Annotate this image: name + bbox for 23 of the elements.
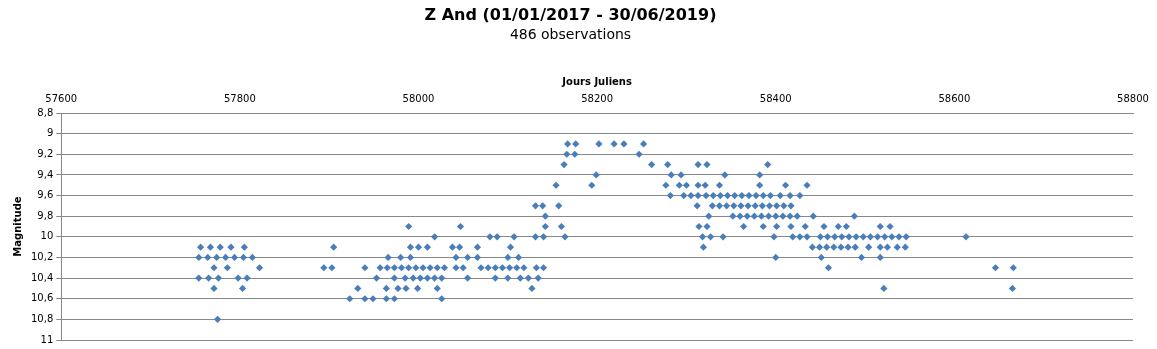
x-tick-label: 58600 [938,92,971,104]
y-tick-label: 9,6 [37,189,54,201]
y-tick-label: 9,2 [37,147,54,159]
x-tick-label: 58800 [1117,92,1149,104]
y-tick-label: 11 [40,333,54,345]
y-tick-label: 10,2 [31,251,54,263]
x-axis-title: Jours Juliens [561,75,632,87]
y-tick-label: 10,6 [31,292,54,304]
x-tick-label: 57600 [45,92,78,104]
x-tick-label: 58000 [402,92,435,104]
y-tick-label: 10,8 [31,312,54,324]
y-tick-label: 9,8 [37,209,54,221]
chart-subtitle: 486 observations [509,26,632,43]
x-tick-label: 58200 [581,92,614,104]
y-tick-label: 9 [46,127,54,139]
x-tick-label: 57800 [223,92,256,104]
y-axis-title: Magnitude [11,196,23,257]
y-tick-label: 10 [40,230,54,242]
y-tick-label: 8,8 [37,106,54,118]
y-tick-label: 10,4 [31,271,54,283]
chart-title: Z And (01/01/2017 - 30/06/2019) [424,4,717,24]
x-tick-label: 58400 [759,92,792,104]
y-tick-label: 9,4 [37,168,54,180]
